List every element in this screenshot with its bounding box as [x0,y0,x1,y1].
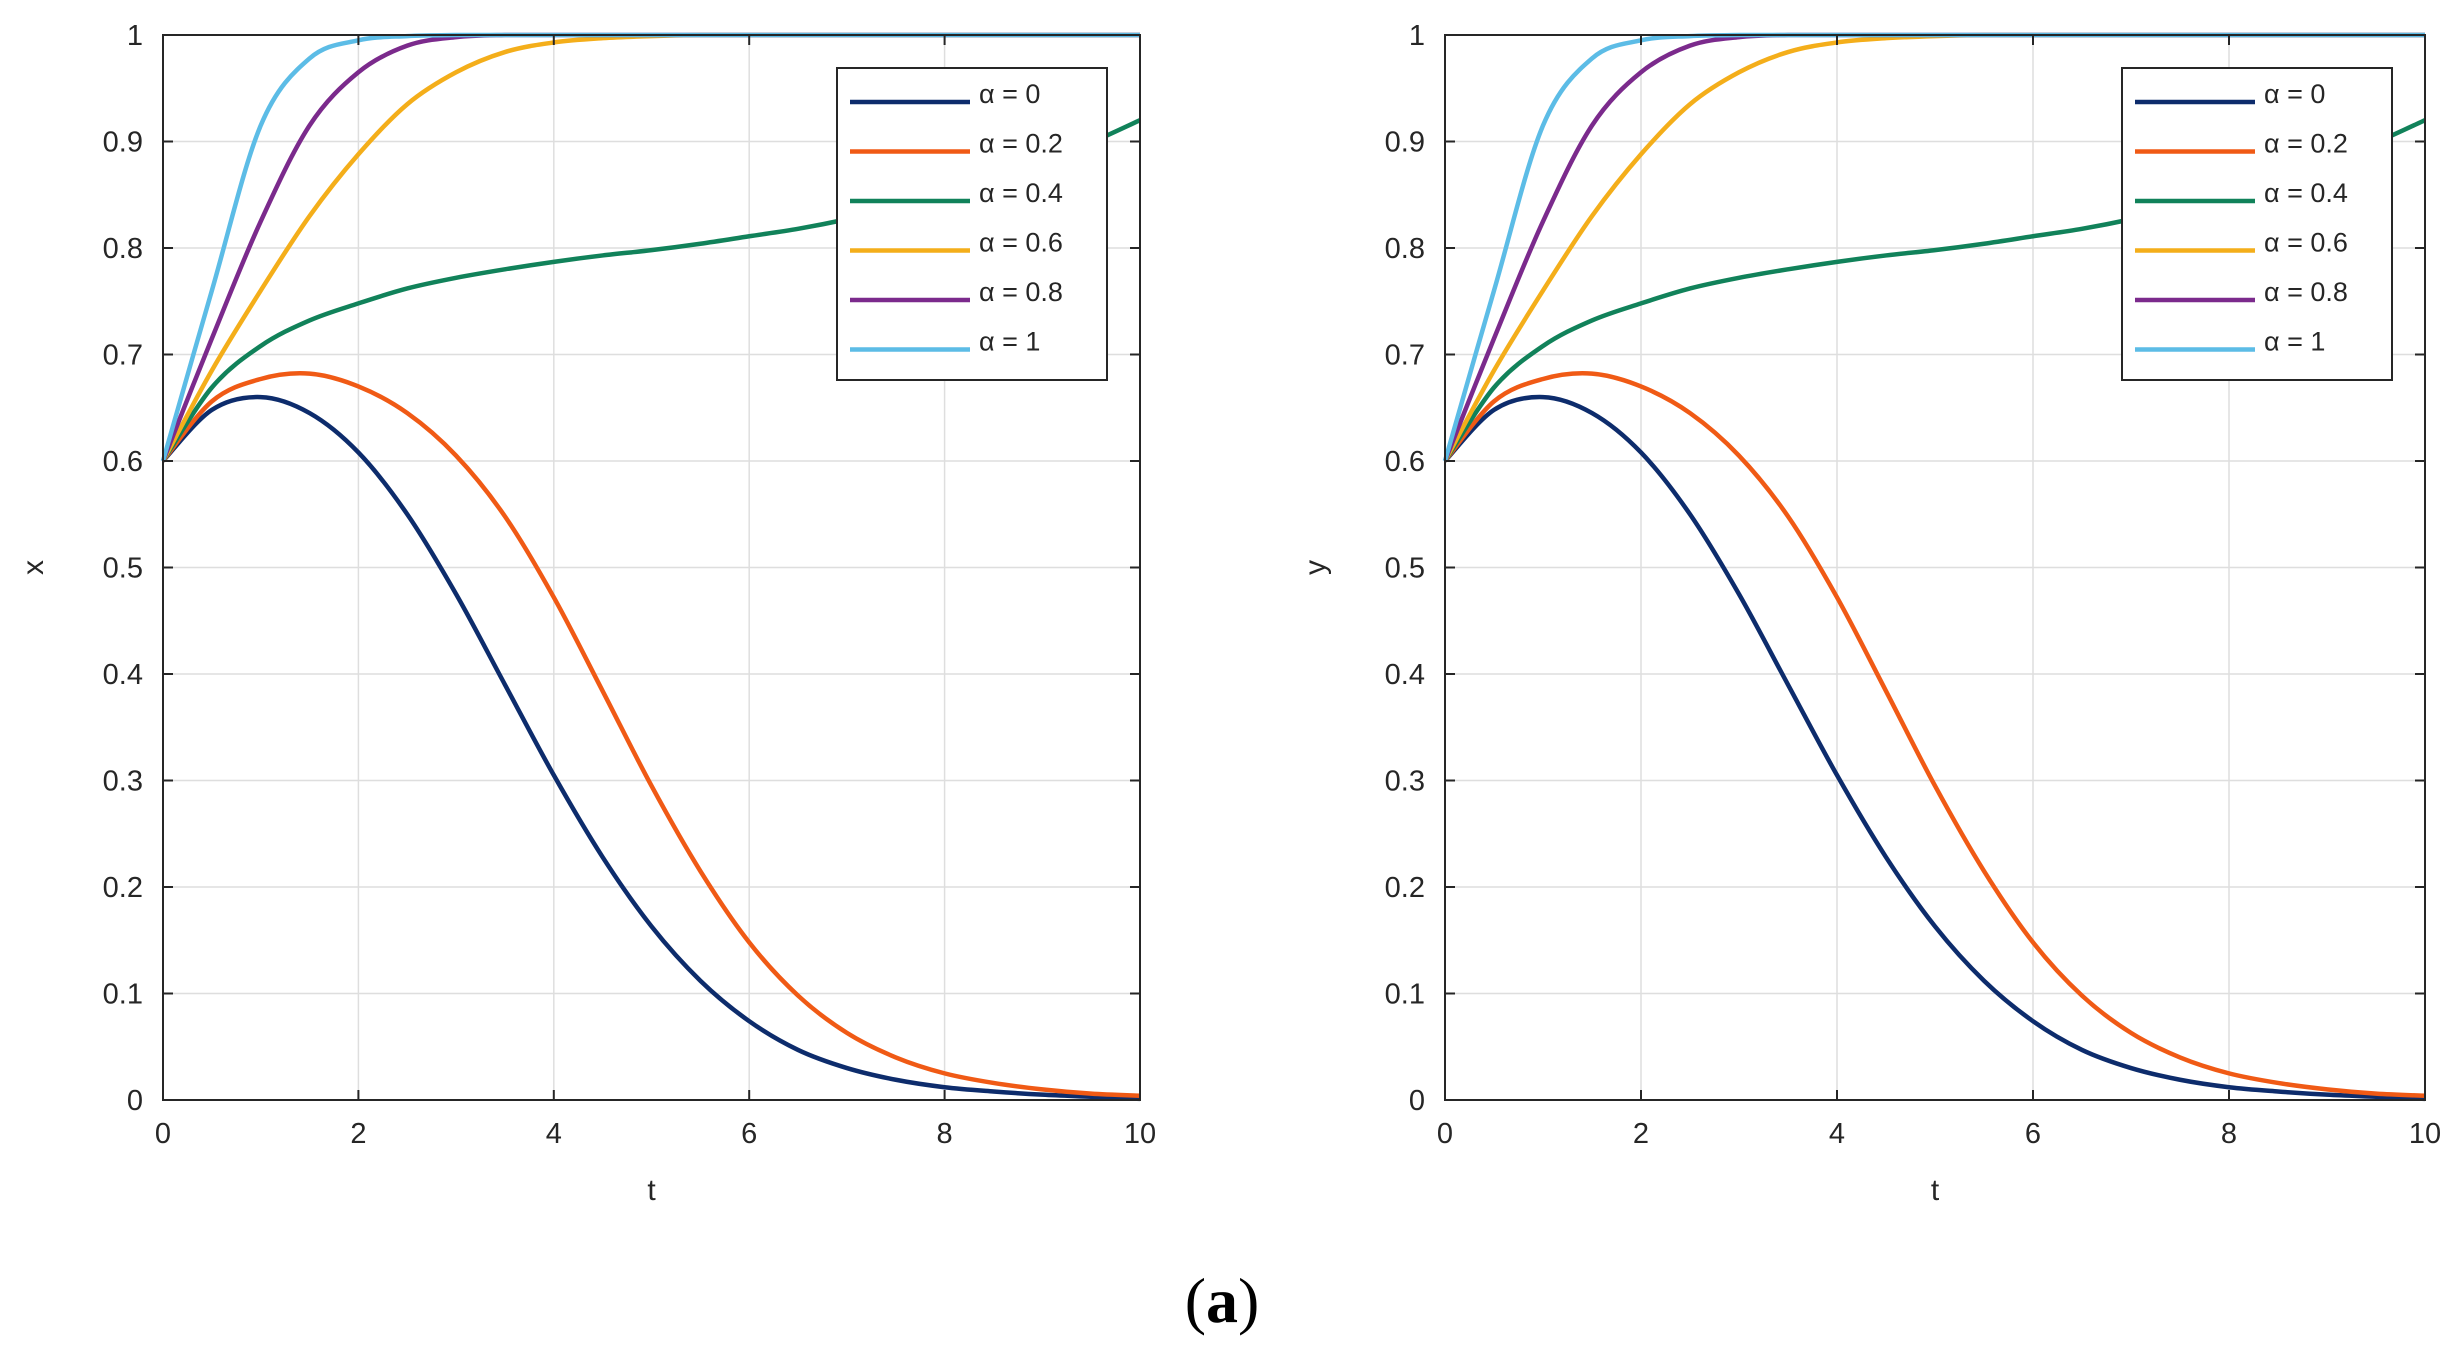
legend-label-3: α = 0.6 [979,228,1063,258]
legend: α = 0 α = 0.2 α = 0.4 α = 0.6 α = 0.8 α = 1 [2121,67,2393,381]
legend-label-3: α = 0.6 [2264,228,2348,258]
legend-box [2121,67,2393,381]
y-axis-label: x [17,560,50,575]
series-line-0 [1443,394,2426,1102]
x-tick-label: 2 [350,1118,366,1150]
x-tick-label: 4 [546,1118,562,1150]
y-tick-label: 0.3 [1385,766,1425,798]
y-tick-label: 0.9 [103,127,143,159]
x-axis-label: t [647,1174,656,1207]
series-line-1 [161,371,1141,1098]
legend-label-0: α = 0 [2264,79,2325,109]
y-tick-label: 0.2 [1385,872,1425,904]
legend-label-2: α = 0.4 [2264,178,2348,208]
x-tick-label: 10 [2409,1118,2441,1150]
x-tick-label: 0 [1437,1118,1453,1150]
series-line-1 [1443,371,2426,1098]
x-tick-label: 6 [2025,1118,2041,1150]
y-tick-label: 0.8 [1385,233,1425,265]
series-line-0 [161,394,1141,1102]
legend-label-0: α = 0 [979,79,1040,109]
y-tick-label: 0.6 [103,446,143,478]
chart-x-panel: 0 2 4 6 8 10 0 0.1 0.2 0.3 0.4 0.5 0.6 0.7 0.8 0.9 1 t x α … [17,20,1156,1207]
y-tick-label: 1 [1409,20,1425,52]
y-axis-label: y [1299,560,1332,575]
y-tick-label: 0.8 [103,233,143,265]
y-tick-label: 0.5 [1385,553,1425,585]
legend: α = 0 α = 0.2 α = 0.4 α = 0.6 α = 0.8 α = 1 [836,67,1108,381]
legend-label-2: α = 0.4 [979,178,1063,208]
y-tick-label: 0.4 [103,659,143,691]
y-tick-label: 0.2 [103,872,143,904]
x-tick-label: 6 [741,1118,757,1150]
legend-box [836,67,1108,381]
legend-label-1: α = 0.2 [2264,129,2348,159]
y-tick-label: 0.1 [103,979,143,1011]
legend-label-5: α = 1 [2264,327,2325,357]
caption-open-paren: ( [1185,1265,1206,1336]
x-tick-label: 0 [155,1118,171,1150]
y-tick-label: 0.9 [1385,127,1425,159]
x-tick-label: 10 [1124,1118,1156,1150]
x-tick-label: 8 [2221,1118,2237,1150]
caption-letter: a [1206,1265,1238,1336]
y-tick-label: 0.7 [1385,340,1425,372]
x-tick-label: 8 [937,1118,953,1150]
y-tick-label: 0 [127,1085,143,1117]
x-tick-label: 2 [1633,1118,1649,1150]
legend-label-4: α = 0.8 [2264,277,2348,307]
legend-label-1: α = 0.2 [979,129,1063,159]
x-tick-label: 4 [1829,1118,1845,1150]
y-tick-label: 0.4 [1385,659,1425,691]
y-tick-label: 0.5 [103,553,143,585]
y-tick-label: 1 [127,20,143,52]
y-tick-label: 0.7 [103,340,143,372]
legend-label-5: α = 1 [979,327,1040,357]
legend-label-4: α = 0.8 [979,277,1063,307]
y-tick-label: 0.3 [103,766,143,798]
y-tick-label: 0.6 [1385,446,1425,478]
chart-y-panel: 0 2 4 6 8 10 0 0.1 0.2 0.3 0.4 0.5 0.6 0.7 0.8 0.9 1 t y α … [1299,20,2441,1207]
figure-caption: (a) [1185,1265,1260,1336]
y-tick-label: 0.1 [1385,979,1425,1011]
x-axis-label: t [1931,1174,1940,1207]
caption-close-paren: ) [1238,1265,1259,1336]
y-tick-label: 0 [1409,1085,1425,1117]
